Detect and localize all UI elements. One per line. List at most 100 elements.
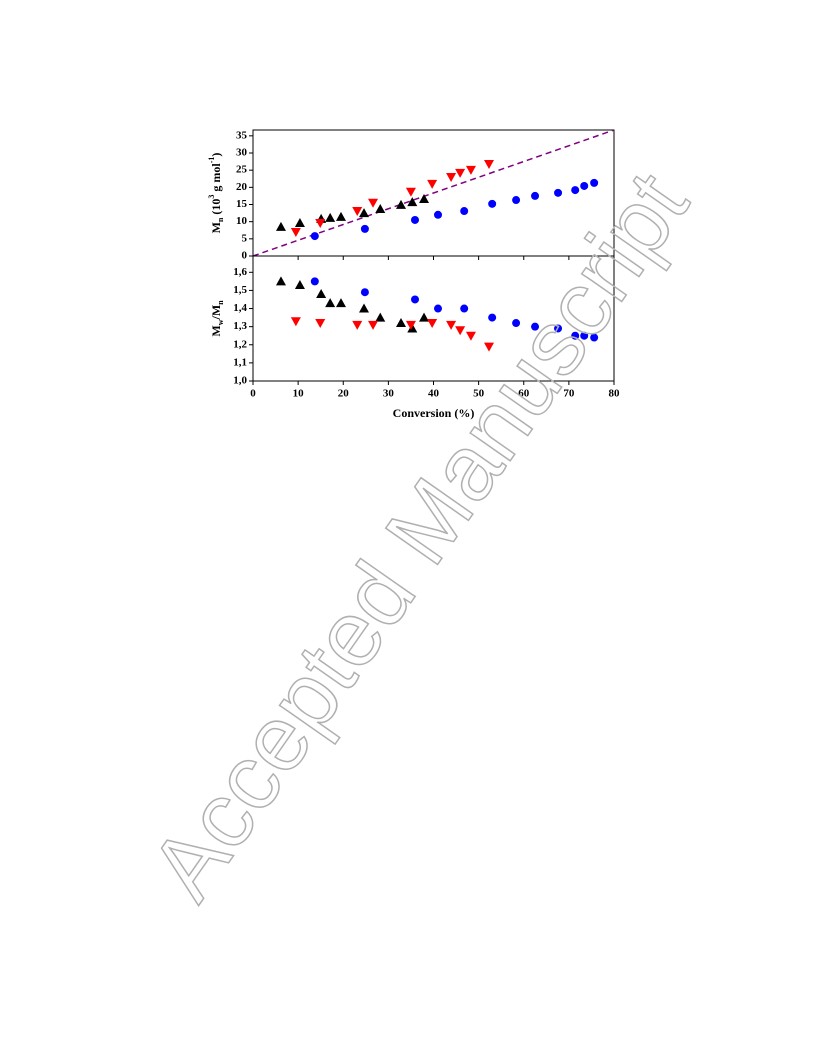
marker — [455, 326, 466, 336]
marker — [405, 187, 416, 197]
marker — [325, 212, 336, 222]
y-axis-label-part: /M — [209, 305, 223, 321]
x-tick-label: 80 — [609, 388, 621, 400]
x-tick-label: 70 — [563, 388, 575, 400]
marker — [407, 197, 418, 207]
y-tick-label: 1,3 — [233, 320, 247, 332]
marker — [359, 303, 370, 313]
y-tick-label: 1,2 — [233, 338, 247, 350]
marker — [315, 219, 326, 229]
marker — [434, 210, 443, 219]
x-tick-label: 10 — [293, 388, 305, 400]
y-tick-label: 1,1 — [233, 356, 247, 368]
marker — [410, 295, 419, 304]
y-axis-label-part: g mol — [209, 163, 223, 195]
y-axis-label-part: M — [209, 222, 223, 233]
x-tick-label: 60 — [518, 388, 530, 400]
y-axis-label-part: M — [209, 325, 223, 336]
y-tick-label: 15 — [236, 198, 248, 210]
y-axis-label: Mn (103 g mol-1) — [207, 153, 225, 234]
marker — [419, 312, 430, 322]
marker — [484, 342, 495, 352]
marker — [571, 186, 580, 195]
marker — [275, 276, 286, 286]
y-axis-label: Mw/Mn — [209, 300, 226, 337]
y-tick-label: 0 — [242, 250, 248, 262]
marker — [360, 224, 369, 233]
marker — [294, 218, 305, 228]
y-tick-label: 1,5 — [233, 284, 247, 296]
marker — [465, 165, 476, 175]
y-tick-label: 25 — [236, 164, 248, 176]
marker — [294, 279, 305, 289]
marker — [315, 319, 326, 329]
marker — [427, 319, 438, 329]
y-tick-label: 1,4 — [233, 302, 247, 314]
x-tick-label: 40 — [428, 388, 440, 400]
marker — [580, 331, 589, 340]
marker — [310, 277, 319, 286]
x-tick-label: 20 — [338, 388, 350, 400]
marker — [396, 318, 407, 328]
marker — [580, 181, 589, 190]
y-tick-label: 30 — [236, 147, 248, 159]
marker — [352, 207, 363, 217]
marker — [427, 179, 438, 189]
marker — [484, 159, 495, 169]
y-axis-label-part: -1 — [207, 157, 216, 164]
marker — [368, 320, 379, 330]
marker — [455, 168, 466, 178]
marker — [375, 203, 386, 213]
marker — [488, 199, 497, 208]
y-tick-label: 5 — [242, 232, 248, 244]
marker — [571, 331, 580, 340]
marker — [410, 215, 419, 224]
y-tick-label: 35 — [236, 129, 248, 141]
marker — [460, 207, 469, 216]
y-axis-label-part: ) — [209, 153, 223, 157]
marker — [512, 319, 521, 328]
marker — [396, 199, 407, 209]
y-axis-label-part: n — [216, 217, 225, 222]
x-tick-label: 50 — [473, 388, 485, 400]
y-axis-label-part: 3 — [207, 195, 216, 199]
marker — [405, 320, 416, 330]
marker — [290, 227, 301, 237]
marker — [316, 289, 327, 299]
y-tick-label: 1,6 — [233, 266, 247, 278]
marker — [275, 221, 286, 231]
marker — [335, 211, 346, 221]
x-tick-label: 30 — [383, 388, 395, 400]
marker — [419, 194, 430, 204]
marker — [590, 178, 599, 187]
marker — [352, 320, 363, 330]
marker — [434, 304, 443, 313]
marker — [335, 298, 346, 308]
marker — [446, 320, 457, 330]
marker — [290, 317, 301, 327]
marker — [590, 333, 599, 342]
marker — [512, 196, 521, 205]
y-axis-label-part: w — [216, 319, 225, 325]
marker — [554, 324, 563, 333]
y-tick-label: 20 — [236, 181, 248, 193]
marker — [531, 191, 540, 200]
marker — [460, 304, 469, 313]
y-tick-label: 1,0 — [233, 375, 247, 387]
x-axis-label: Conversion (%) — [393, 406, 475, 420]
marker — [554, 188, 563, 197]
marker — [488, 313, 497, 322]
watermark: Accepted Manuscript — [131, 155, 707, 917]
marker — [368, 198, 379, 208]
y-tick-label: 10 — [236, 215, 248, 227]
marker — [446, 173, 457, 183]
marker — [325, 298, 336, 308]
x-tick-label: 0 — [250, 388, 256, 400]
marker — [407, 323, 418, 333]
marker — [359, 208, 370, 218]
y-axis-label-part: (10 — [209, 199, 223, 218]
marker — [375, 312, 386, 322]
